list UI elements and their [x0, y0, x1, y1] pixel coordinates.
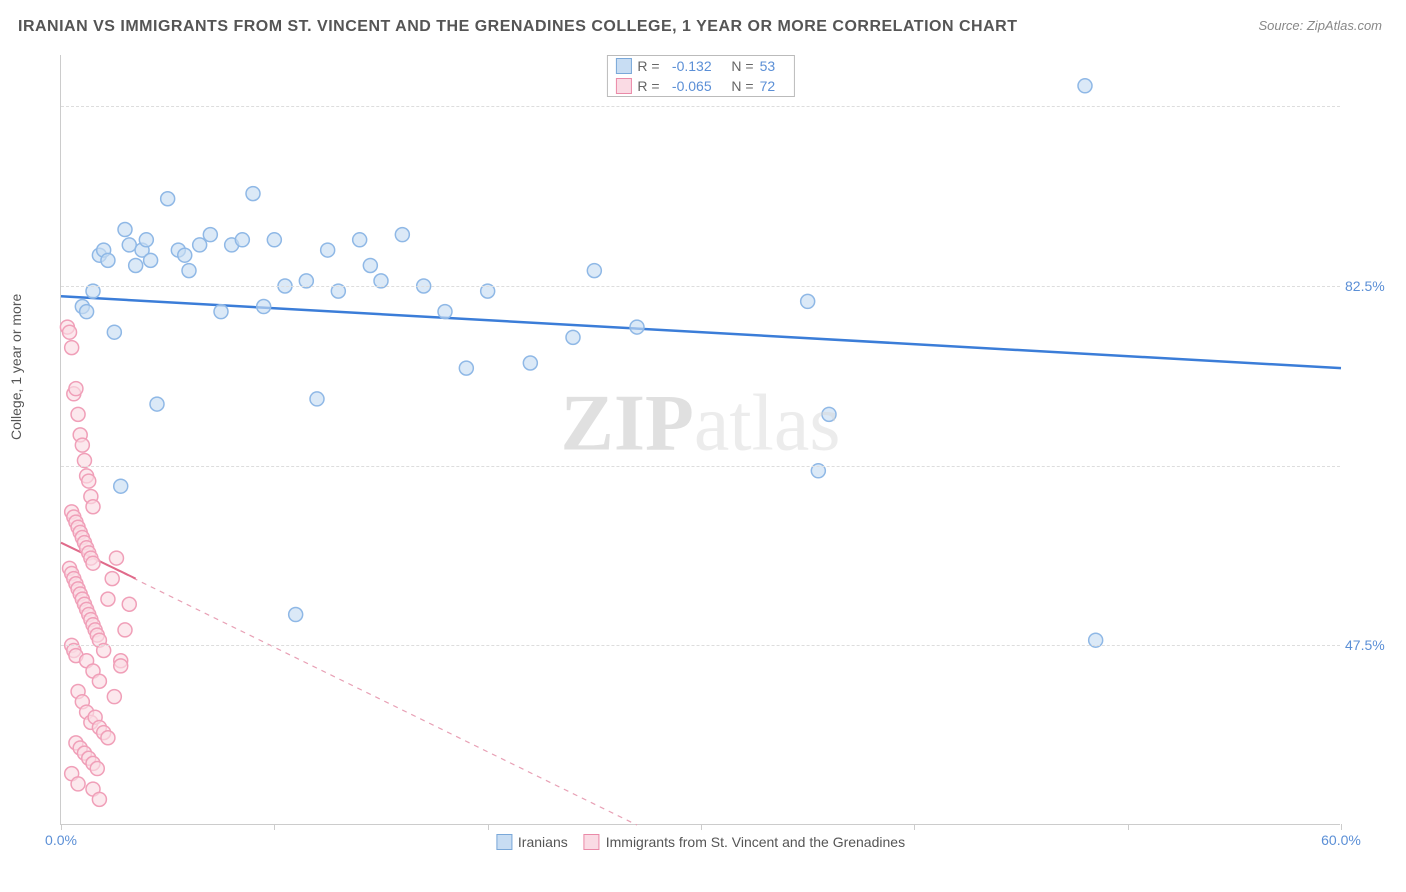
stat-r-value: -0.065 — [666, 78, 712, 94]
x-tick-mark — [274, 824, 275, 830]
stat-legend: R = -0.132 N = 53 R = -0.065 N = 72 — [606, 55, 794, 97]
x-tick-mark — [1341, 824, 1342, 830]
stat-n-value: 53 — [760, 58, 786, 74]
x-tick-mark — [488, 824, 489, 830]
stat-r-value: -0.132 — [666, 58, 712, 74]
gridline — [61, 286, 1340, 287]
legend-swatch — [496, 834, 512, 850]
y-tick-label: 47.5% — [1345, 637, 1400, 653]
stat-n-label: N = — [731, 78, 753, 94]
series-legend: Iranians Immigrants from St. Vincent and … — [496, 834, 905, 850]
x-tick-label: 60.0% — [1321, 832, 1361, 848]
x-tick-mark — [701, 824, 702, 830]
x-tick-mark — [1128, 824, 1129, 830]
y-tick-label: 82.5% — [1345, 278, 1400, 294]
legend-swatch — [584, 834, 600, 850]
legend-swatch — [615, 78, 631, 94]
gridline — [61, 106, 1340, 107]
stat-r-label: R = — [637, 78, 659, 94]
chart-title: IRANIAN VS IMMIGRANTS FROM ST. VINCENT A… — [18, 18, 1017, 36]
gridline — [61, 466, 1340, 467]
series-legend-item: Immigrants from St. Vincent and the Gren… — [584, 834, 905, 850]
stat-n-label: N = — [731, 58, 753, 74]
legend-swatch — [615, 58, 631, 74]
plot-area: ZIPatlas R =-0.132 N = 53R =-0.065 N = 7… — [60, 55, 1340, 825]
series-name: Iranians — [518, 834, 568, 850]
series-name: Immigrants from St. Vincent and the Gren… — [606, 834, 905, 850]
series-legend-item: Iranians — [496, 834, 568, 850]
stat-r-label: R = — [637, 58, 659, 74]
x-tick-label: 0.0% — [45, 832, 77, 848]
x-tick-mark — [61, 824, 62, 830]
stat-legend-row: R = -0.065 N = 72 — [607, 76, 793, 96]
gridline — [61, 645, 1340, 646]
source-label: Source: ZipAtlas.com — [1258, 18, 1382, 33]
stat-n-value: 72 — [760, 78, 786, 94]
y-axis-label: College, 1 year or more — [8, 294, 24, 440]
x-tick-mark — [914, 824, 915, 830]
plot-svg — [61, 55, 1340, 824]
stat-legend-row: R = -0.132 N = 53 — [607, 56, 793, 76]
